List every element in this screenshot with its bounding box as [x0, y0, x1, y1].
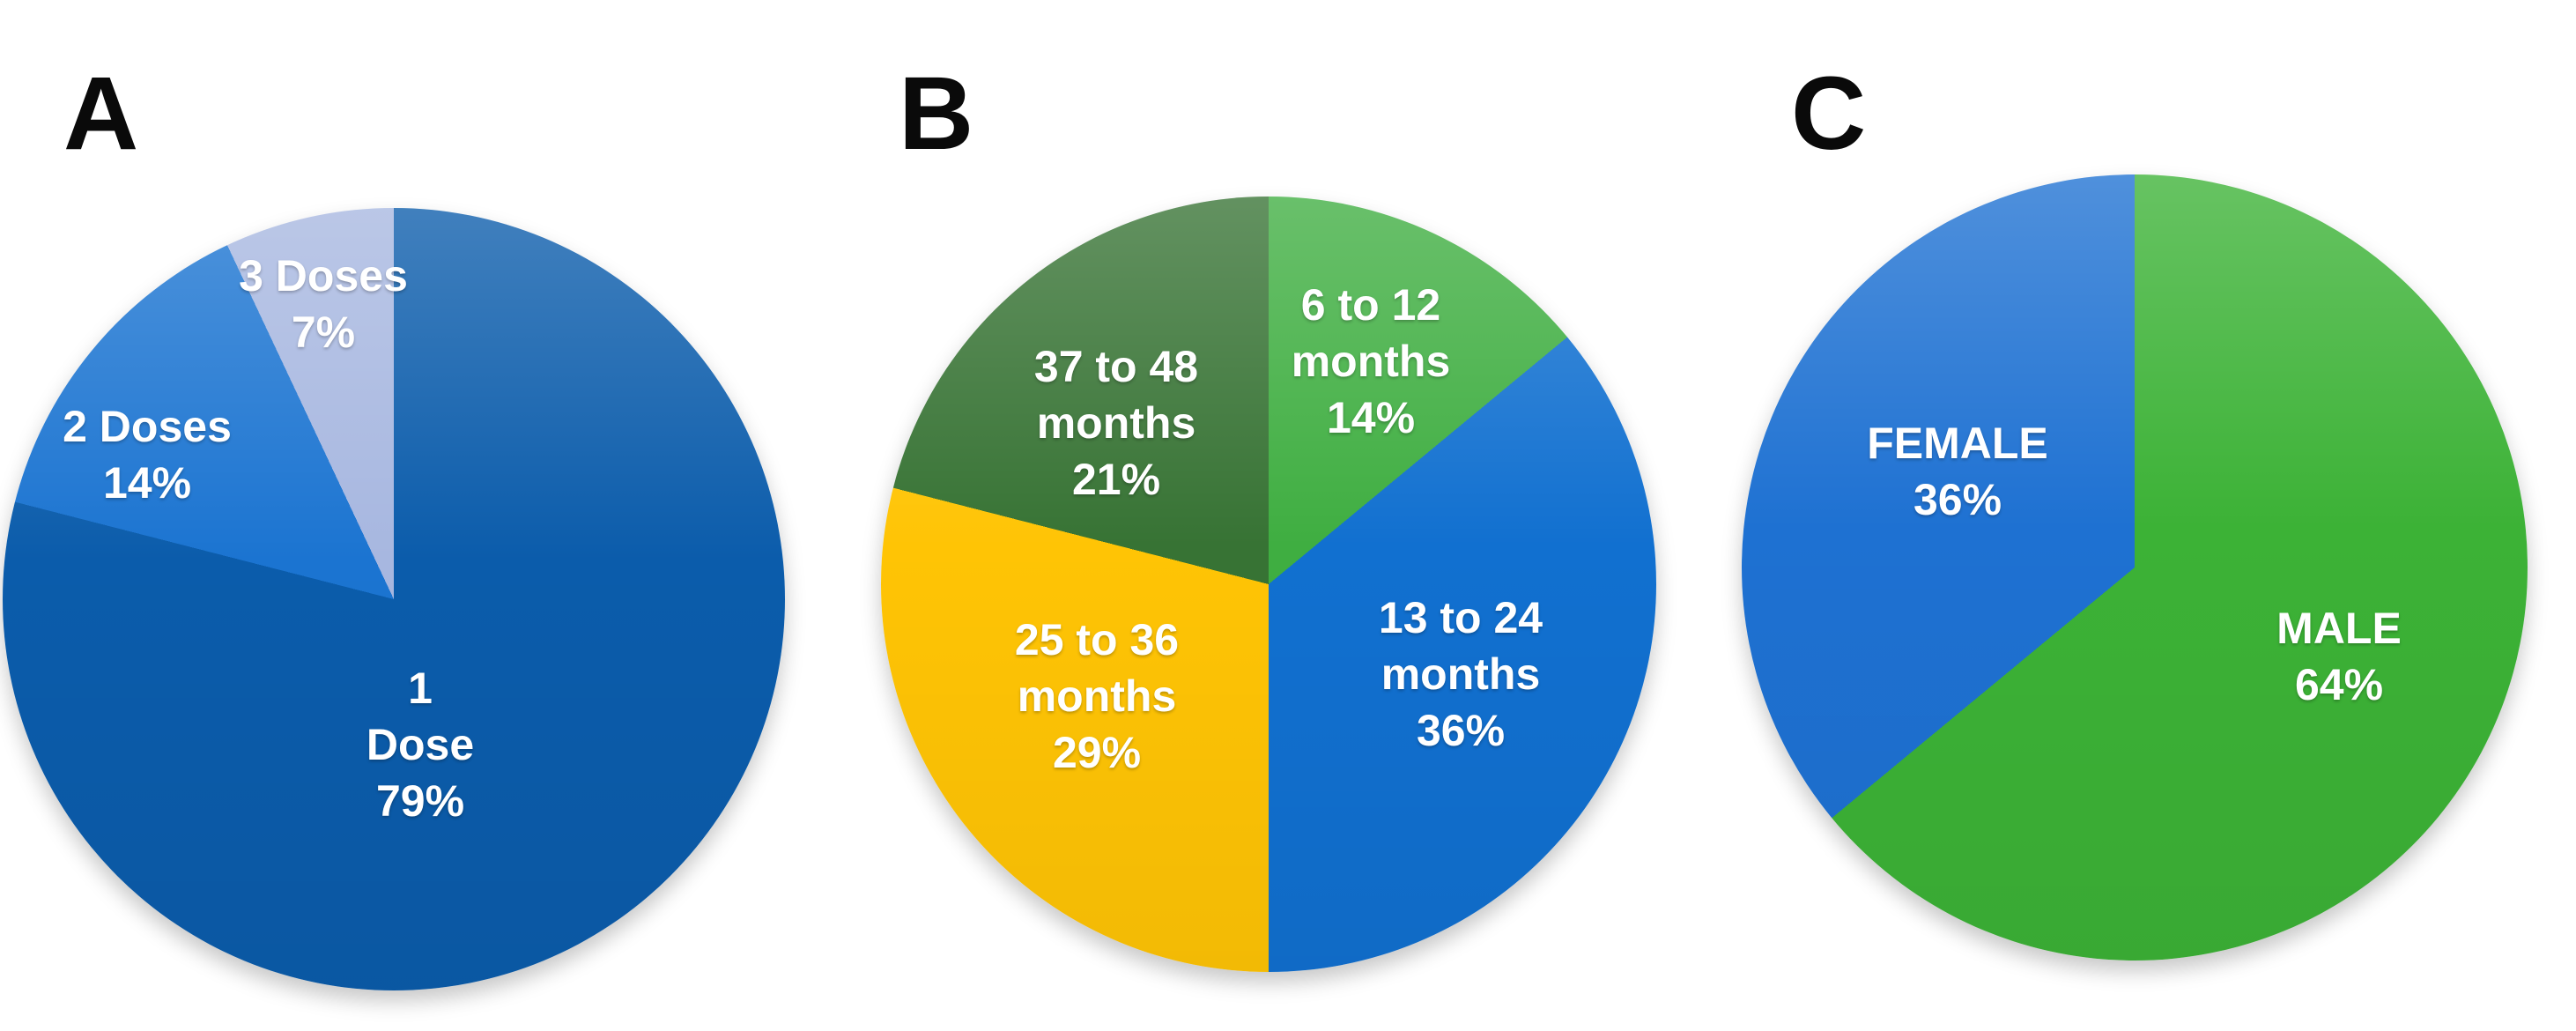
slice-label-line: months	[1036, 398, 1196, 448]
slice-label-line: months	[1017, 671, 1177, 721]
slice-label-2-doses: 2 Doses 14%	[6, 398, 288, 511]
slice-label-line: 21%	[1071, 455, 1161, 504]
panel-label-c: C	[1791, 56, 1867, 172]
slice-label-line: months	[1381, 649, 1541, 699]
slice-label-25-to-36-months: 25 to 36 months 29%	[938, 612, 1255, 781]
slice-label-line: 14%	[102, 458, 192, 508]
panel-label-a: A	[63, 56, 139, 172]
slice-label-line: 3 Doses	[239, 251, 408, 300]
slice-label-line: 36%	[1416, 706, 1506, 755]
slice-label-line: 79%	[375, 776, 465, 826]
slice-label-female: FEMALE 36%	[1817, 415, 2099, 528]
slice-label-line: 13 to 24	[1378, 593, 1543, 642]
slice-label-1-dose: 1 Dose 79%	[279, 660, 561, 829]
slice-label-male: MALE 64%	[2198, 600, 2480, 713]
slice-label-line: 25 to 36	[1014, 615, 1180, 664]
slice-label-line: MALE	[2276, 604, 2402, 653]
slice-label-line: 1	[408, 664, 433, 713]
slice-label-line: 7%	[291, 308, 356, 357]
slice-label-line: months	[1291, 337, 1451, 386]
pie-chart-doses	[3, 208, 785, 990]
slice-label-line: 29%	[1052, 728, 1142, 777]
slice-label-3-doses: 3 Doses 7%	[182, 248, 464, 360]
pie-chart-age-groups	[881, 197, 1656, 972]
slice-label-line: 36%	[1913, 475, 2002, 524]
slice-label-line: 37 to 48	[1033, 342, 1199, 391]
slice-label-line: Dose	[366, 720, 475, 769]
slice-label-line: 14%	[1326, 393, 1416, 442]
slice-label-line: 2 Doses	[63, 402, 232, 451]
slice-label-line: 6 to 12	[1300, 280, 1441, 330]
slice-label-line: 64%	[2294, 660, 2384, 709]
panel-label-b: B	[899, 56, 974, 172]
slice-label-37-to-48-months: 37 to 48 months 21%	[958, 338, 1275, 508]
slice-label-line: FEMALE	[1867, 419, 2048, 468]
slice-label-6-to-12-months: 6 to 12 months 14%	[1212, 277, 1529, 446]
slice-label-13-to-24-months: 13 to 24 months 36%	[1302, 590, 1619, 759]
pie-chart-sex	[1742, 174, 2528, 961]
